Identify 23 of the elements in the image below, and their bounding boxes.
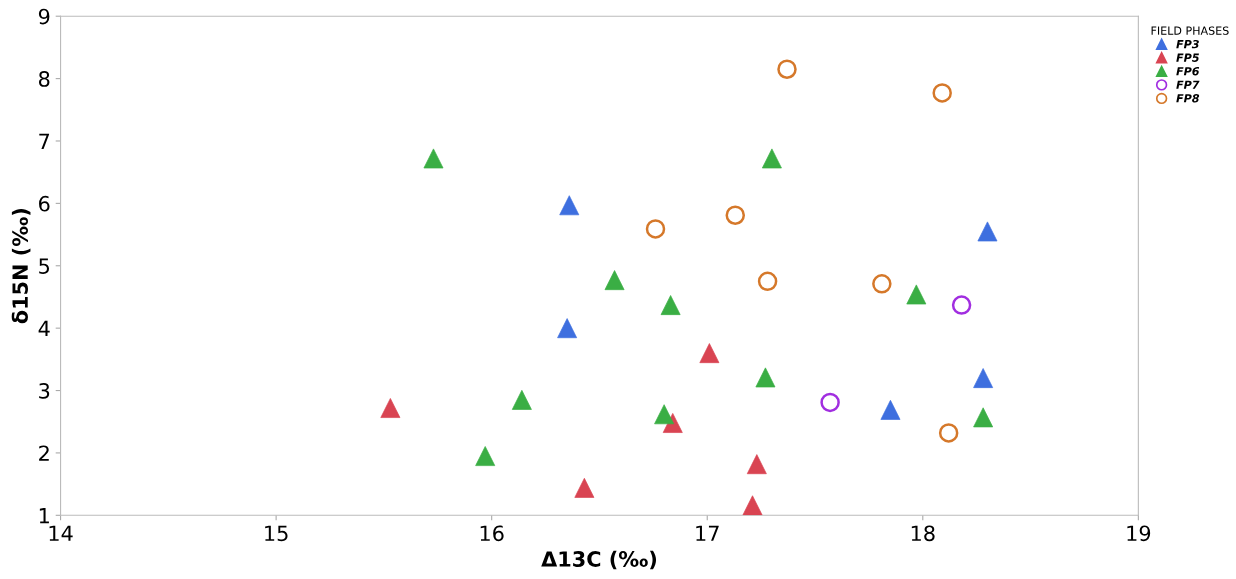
legend-label: FP5 [1176,53,1199,62]
y-tick-label: 4 [38,320,50,337]
x-tick-label: 19 [1127,525,1151,542]
legend-label: FP7 [1176,80,1200,89]
y-tick-label: 9 [38,8,50,25]
x-tick-label: 14 [49,525,73,541]
y-tick-label: 6 [39,195,50,212]
x-tick-label: 17 [696,525,719,541]
y-tick-label: 1 [39,508,49,524]
x-tick-label: 18 [911,525,935,542]
legend-label: FP6 [1176,67,1200,76]
y-tick-label: 2 [39,445,49,461]
legend-title: FIELD PHASES [1151,26,1229,35]
y-tick-label: 8 [39,71,50,87]
legend-label: FP8 [1176,94,1200,103]
legend-label: FP3 [1176,39,1199,49]
x-tick-label: 15 [265,525,288,542]
y-tick-label: 3 [39,382,50,399]
y-axis-title: δ15N (‰) [11,209,31,324]
x-axis-title: Δ13C (‰) [541,550,657,570]
y-tick-label: 5 [39,258,50,274]
y-tick-label: 7 [39,133,50,149]
x-tick-label: 16 [480,525,504,542]
